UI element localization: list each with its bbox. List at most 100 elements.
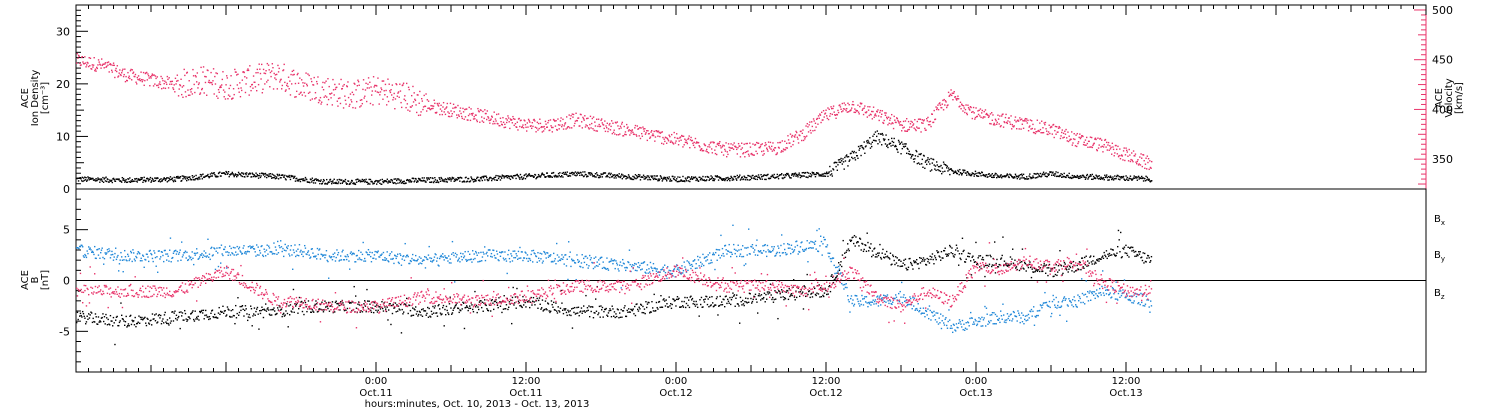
density-point xyxy=(987,176,989,178)
velocity-point xyxy=(241,79,244,81)
density-point xyxy=(175,176,177,179)
b-point xyxy=(853,234,856,237)
density-point xyxy=(841,163,844,165)
velocity-point xyxy=(1006,122,1009,125)
density-point xyxy=(1082,174,1084,176)
b-point xyxy=(217,317,219,319)
velocity-point xyxy=(847,111,850,113)
b-point xyxy=(379,306,381,308)
b-point xyxy=(163,314,166,316)
b-point xyxy=(120,302,122,304)
density-point xyxy=(906,152,908,155)
velocity-point xyxy=(354,83,356,85)
b-point xyxy=(1085,255,1087,257)
velocity-point xyxy=(746,142,749,145)
density-point xyxy=(181,175,184,177)
b-point xyxy=(91,321,94,324)
b-point xyxy=(601,306,604,309)
density-point xyxy=(599,174,601,177)
velocity-point xyxy=(159,81,161,83)
velocity-point xyxy=(361,102,364,105)
velocity-point xyxy=(297,82,300,84)
b-point xyxy=(742,303,745,305)
b-point xyxy=(853,242,855,245)
velocity-point xyxy=(351,101,353,103)
density-point xyxy=(437,181,440,184)
density-point xyxy=(918,153,920,155)
density-point xyxy=(746,176,748,179)
b-point xyxy=(196,318,199,320)
b-point xyxy=(775,298,777,300)
velocity-point xyxy=(863,107,865,109)
velocity-point xyxy=(1000,124,1002,127)
velocity-point xyxy=(201,87,204,90)
density-point xyxy=(311,181,313,183)
density-point xyxy=(1135,176,1137,178)
b-point xyxy=(166,319,169,321)
density-point xyxy=(82,177,85,179)
velocity-point xyxy=(1077,142,1079,145)
b-point xyxy=(510,299,512,302)
density-point xyxy=(1104,176,1107,179)
density-point xyxy=(904,145,907,148)
density-point xyxy=(1094,177,1097,180)
b-point xyxy=(175,317,177,320)
velocity-point xyxy=(861,102,863,105)
b-point xyxy=(903,259,905,262)
density-point xyxy=(257,177,260,179)
b-point xyxy=(846,249,848,252)
density-point xyxy=(912,154,914,156)
b-point xyxy=(540,308,542,310)
density-point xyxy=(164,178,166,180)
velocity-point xyxy=(1106,149,1109,151)
b-point xyxy=(1111,248,1114,251)
velocity-point xyxy=(702,149,705,152)
density-point xyxy=(473,178,475,181)
density-point xyxy=(177,177,180,179)
b-point xyxy=(733,295,735,297)
b-point xyxy=(860,249,862,251)
b-point xyxy=(675,305,677,307)
density-point xyxy=(654,178,657,180)
b-point xyxy=(929,255,931,258)
density-point xyxy=(537,176,539,178)
b-point xyxy=(717,314,719,316)
b-point xyxy=(949,246,952,248)
b-point xyxy=(382,307,384,310)
velocity-point xyxy=(593,129,595,132)
velocity-point xyxy=(825,109,827,111)
b-point xyxy=(469,307,472,310)
b-point xyxy=(125,315,127,318)
b-point xyxy=(719,295,721,298)
density-point xyxy=(429,177,432,179)
density-point xyxy=(627,174,630,176)
b-point xyxy=(251,325,253,327)
b-point xyxy=(361,311,364,313)
density-point xyxy=(381,183,383,185)
velocity-point xyxy=(522,124,524,126)
velocity-point xyxy=(725,142,727,144)
velocity-point xyxy=(551,131,554,133)
velocity-point xyxy=(489,119,492,121)
density-point xyxy=(365,178,367,181)
velocity-point xyxy=(982,117,984,119)
b-point xyxy=(638,306,640,308)
b-point xyxy=(567,309,569,312)
velocity-point xyxy=(939,102,941,104)
velocity-point xyxy=(724,150,727,152)
b-point xyxy=(712,305,715,308)
velocity-point xyxy=(1016,128,1018,130)
b-point xyxy=(989,254,991,257)
density-point xyxy=(166,181,169,183)
b-point xyxy=(904,264,906,266)
b-point xyxy=(681,300,683,303)
velocity-point xyxy=(162,87,165,89)
density-point xyxy=(784,173,787,176)
density-point xyxy=(571,171,574,174)
density-point xyxy=(840,157,842,160)
density-point xyxy=(144,179,146,181)
density-point xyxy=(409,179,411,181)
velocity-point xyxy=(141,78,143,81)
density-point xyxy=(1091,173,1094,176)
density-point xyxy=(289,176,291,178)
